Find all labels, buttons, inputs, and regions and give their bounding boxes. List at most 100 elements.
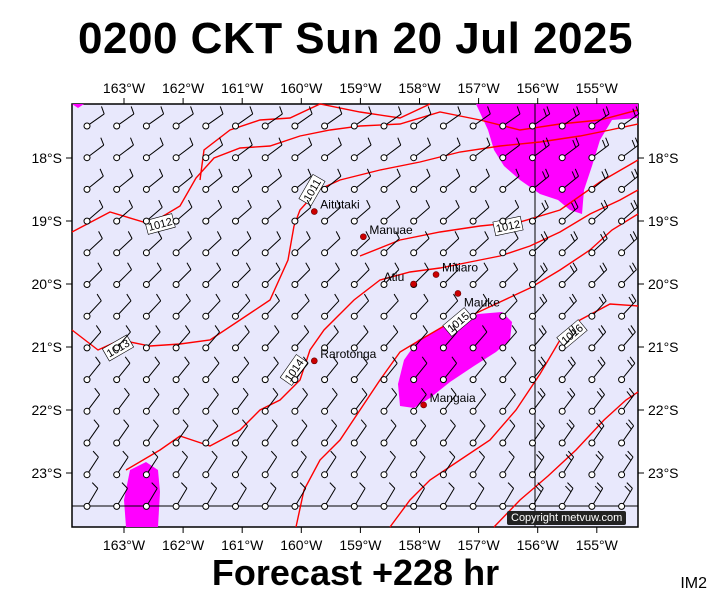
wind-barb xyxy=(350,262,370,288)
wind-barb xyxy=(261,137,283,162)
wind-barb xyxy=(261,106,283,130)
wind-barb xyxy=(232,419,248,447)
wind-barb xyxy=(172,137,194,162)
wind-barb xyxy=(410,168,431,193)
lat-label-left: 22°S xyxy=(31,402,62,418)
wind-barb xyxy=(380,482,396,510)
isobar-label-group: 1011 1012 1012 1013 1014 1015 1016 xyxy=(101,173,588,386)
wind-barb xyxy=(261,387,279,415)
lat-label-left: 18°S xyxy=(31,150,62,166)
wind-barb xyxy=(558,419,575,447)
map-title: 0200 CKT Sun 20 Jul 2025 xyxy=(78,14,633,63)
wind-barb xyxy=(588,199,609,225)
wind-barb xyxy=(529,356,547,384)
wind-barb xyxy=(618,199,638,225)
wind-barb xyxy=(350,231,371,257)
wind-barb xyxy=(618,450,634,479)
wind-barb xyxy=(499,262,519,288)
lon-label-bottom: 158°W xyxy=(398,537,441,553)
wind-barb xyxy=(618,106,640,130)
wind-barb xyxy=(202,482,218,510)
wind-barb xyxy=(618,262,637,288)
wind-barb xyxy=(321,387,338,415)
wind-barb xyxy=(439,199,460,225)
wind-barb xyxy=(142,325,161,352)
wind-barb xyxy=(380,293,399,320)
wind-barb xyxy=(172,293,191,320)
wind-barb xyxy=(469,325,488,352)
wind-barb xyxy=(439,262,459,288)
wind-barb xyxy=(261,262,281,288)
wind-barb xyxy=(469,199,490,225)
wind-barb xyxy=(83,325,102,352)
wind-barb xyxy=(232,106,254,130)
wind-barb xyxy=(469,137,491,162)
wind-barb xyxy=(529,137,550,162)
isobar-1011 xyxy=(199,103,431,181)
wind-barb xyxy=(529,262,548,288)
wind-barb xyxy=(291,482,307,510)
wind-barb xyxy=(350,199,371,225)
wind-barb xyxy=(380,231,400,257)
wind-barb xyxy=(113,450,129,479)
wind-barb xyxy=(380,199,401,225)
wind-barb xyxy=(142,387,160,415)
wind-barb xyxy=(350,168,372,193)
wind-barb xyxy=(202,137,224,162)
lon-label-top: 161°W xyxy=(221,80,264,96)
wind-barb xyxy=(439,293,459,320)
wind-barb xyxy=(350,387,368,415)
lon-label-bottom: 161°W xyxy=(221,537,264,553)
svg-text:Rarotonga: Rarotonga xyxy=(320,347,376,361)
wind-barb xyxy=(83,168,104,193)
wind-barb xyxy=(410,199,430,225)
wind-barb xyxy=(291,168,312,193)
wind-barb xyxy=(410,419,427,447)
svg-text:Atiu: Atiu xyxy=(384,270,405,284)
wind-barb xyxy=(261,293,280,320)
wind-barb xyxy=(380,168,401,193)
wind-barb xyxy=(350,293,370,320)
wind-barb xyxy=(469,387,487,415)
lat-label-right: 20°S xyxy=(648,276,679,292)
wind-barb xyxy=(321,293,340,320)
wind-barb xyxy=(202,450,218,479)
wind-barb xyxy=(469,356,487,384)
wind-barb xyxy=(499,325,517,352)
wind-barb xyxy=(321,262,340,288)
wind-barb xyxy=(588,137,610,162)
wind-barb xyxy=(499,387,516,415)
wind-barb xyxy=(529,293,548,320)
wind-barb xyxy=(142,106,165,130)
wind-barb xyxy=(232,450,248,479)
wind-barb xyxy=(380,356,398,384)
wind-barb xyxy=(83,137,105,162)
wind-barb xyxy=(469,482,485,510)
wind-barb xyxy=(469,293,488,320)
wind-barb xyxy=(142,482,158,510)
wind-barb xyxy=(83,231,103,257)
lon-label-top: 160°W xyxy=(280,80,323,96)
wind-barb xyxy=(232,262,251,288)
lat-label-left: 21°S xyxy=(31,339,62,355)
rain-area-southwest xyxy=(124,462,160,527)
lat-label-right: 21°S xyxy=(648,339,679,355)
wind-barb xyxy=(202,168,223,193)
wind-barb xyxy=(618,482,633,510)
wind-barb xyxy=(410,325,428,352)
wind-barb xyxy=(558,325,577,352)
wind-barb xyxy=(410,450,426,479)
wind-barb xyxy=(588,482,604,510)
lat-label-right: 22°S xyxy=(648,402,679,418)
lon-label-top: 157°W xyxy=(458,80,501,96)
wind-barb xyxy=(380,137,402,162)
wind-barb xyxy=(83,450,99,479)
wind-barb xyxy=(113,106,135,130)
wind-barb xyxy=(172,106,194,130)
wind-barb xyxy=(558,387,576,415)
wind-barb xyxy=(350,106,372,130)
wind-barb xyxy=(499,450,515,479)
wind-barb xyxy=(202,387,219,415)
place-rarotonga: Rarotonga xyxy=(311,347,377,365)
svg-text:Aitutaki: Aitutaki xyxy=(320,198,359,212)
